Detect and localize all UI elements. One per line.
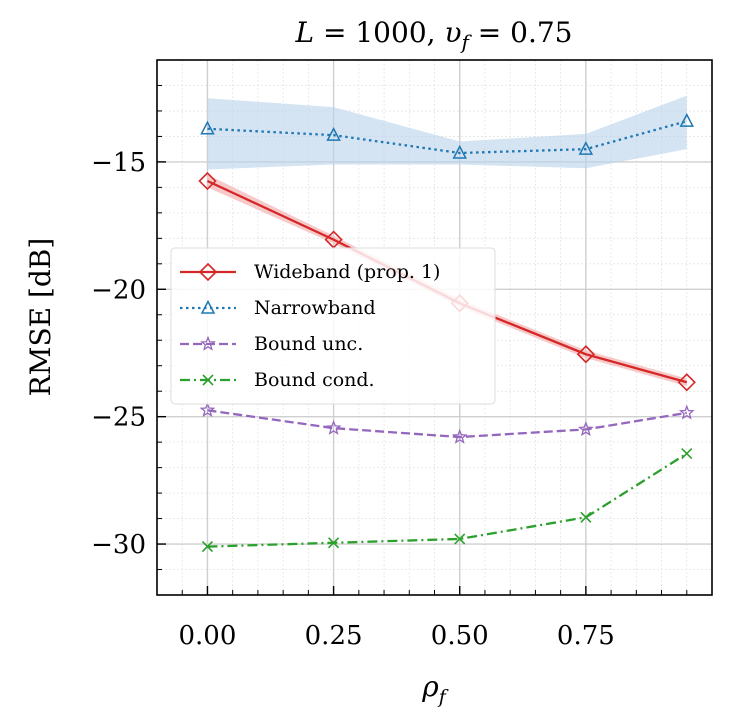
bound-cond-point xyxy=(201,541,214,553)
legend: Wideband (prop. 1) Narrowband Bound unc. Bo… xyxy=(170,247,496,405)
narrowband-band xyxy=(207,95,687,170)
narrowband-point xyxy=(578,141,594,155)
legend-label-bound-cond: Bound cond. xyxy=(254,369,375,391)
chart-title: L = 1000, υf = 0.75 xyxy=(295,16,573,54)
wideband-prop-1-point xyxy=(198,171,217,191)
y-tick-label: −15 xyxy=(91,148,146,178)
x-tick-label: 0.50 xyxy=(431,621,489,651)
x-tick-labels: 0.00 0.25 0.50 0.75 xyxy=(179,621,615,651)
x-axis-label: ρf xyxy=(421,670,448,708)
y-tick-label: −30 xyxy=(91,530,146,560)
narrowband-point xyxy=(200,120,215,135)
bound-unc-point xyxy=(451,428,468,444)
bound-cond-line xyxy=(207,452,688,548)
y-tick-labels: −30 −25 −20 −15 xyxy=(91,148,146,560)
x-tick-label: 0.25 xyxy=(305,621,363,651)
x-tick-label: 0.00 xyxy=(179,621,237,651)
y-tick-label: −20 xyxy=(91,275,146,305)
narrowband-line xyxy=(207,120,688,155)
wideband-prop-1-point xyxy=(576,345,595,364)
bound-unc-point xyxy=(199,402,216,418)
narrowband-point xyxy=(679,113,695,127)
narrowband-point xyxy=(326,127,341,141)
bound-unc-line xyxy=(207,409,687,439)
bound-cond-point xyxy=(580,511,592,523)
axis-ticks xyxy=(157,59,688,596)
legend-marker-bound-unc xyxy=(200,335,216,351)
y-axis-label: RMSE [dB] xyxy=(24,238,57,397)
bound-unc-point xyxy=(325,419,342,435)
legend-label-wideband-prop-1: Wideband (prop. 1) xyxy=(254,261,440,283)
bound-cond-point xyxy=(328,537,340,549)
confidence-bands xyxy=(207,95,687,387)
legend-box xyxy=(170,247,496,405)
legend-marker-wideband-prop-1 xyxy=(198,262,218,282)
bound-unc-point xyxy=(678,404,695,420)
legend-label-narrowband: Narrowband xyxy=(254,297,376,319)
legend-marker-bound-cond xyxy=(202,374,214,386)
narrowband-point xyxy=(452,144,467,159)
x-tick-label: 0.75 xyxy=(557,621,615,651)
legend-marker-narrowband xyxy=(200,299,216,314)
wideband-prop-1-point xyxy=(677,373,696,392)
y-tick-label: −25 xyxy=(91,403,146,433)
bound-cond-point xyxy=(681,448,693,460)
legend-label-bound-unc: Bound unc. xyxy=(254,333,363,355)
bound-cond-point xyxy=(454,533,466,545)
bound-unc-point xyxy=(577,421,594,437)
